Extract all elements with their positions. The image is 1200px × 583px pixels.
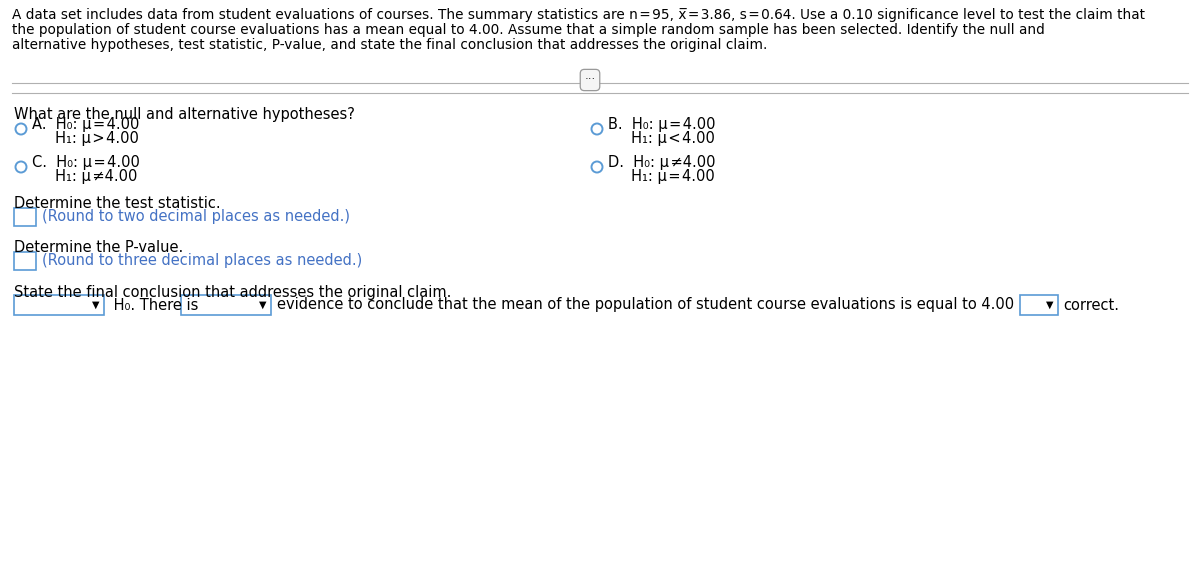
FancyBboxPatch shape	[14, 295, 104, 315]
Text: ▼: ▼	[1045, 300, 1054, 310]
Text: Determine the test statistic.: Determine the test statistic.	[14, 196, 221, 211]
FancyBboxPatch shape	[14, 208, 36, 226]
Text: State the final conclusion that addresses the original claim.: State the final conclusion that addresse…	[14, 285, 451, 300]
Text: ···: ···	[584, 73, 595, 86]
FancyBboxPatch shape	[1020, 295, 1058, 315]
Text: correct.: correct.	[1063, 297, 1120, 312]
Text: D.  H₀: μ ≠4.00: D. H₀: μ ≠4.00	[608, 154, 715, 170]
Text: alternative hypotheses, test statistic, P-value, and state the final conclusion : alternative hypotheses, test statistic, …	[12, 38, 767, 52]
Text: H₁: μ ≠4.00: H₁: μ ≠4.00	[32, 170, 137, 184]
Text: the population of student course evaluations has a mean equal to 4.00. Assume th: the population of student course evaluat…	[12, 23, 1045, 37]
Text: H₀. There is: H₀. There is	[109, 297, 198, 312]
Text: (Round to three decimal places as needed.): (Round to three decimal places as needed…	[42, 254, 362, 269]
Text: ▼: ▼	[91, 300, 98, 310]
Text: ▼: ▼	[258, 300, 266, 310]
Text: Determine the P-value.: Determine the P-value.	[14, 240, 184, 255]
Text: B.  H₀: μ = 4.00: B. H₀: μ = 4.00	[608, 117, 715, 132]
Text: A data set includes data from student evaluations of courses. The summary statis: A data set includes data from student ev…	[12, 8, 1145, 22]
FancyBboxPatch shape	[181, 295, 271, 315]
Text: H₁: μ < 4.00: H₁: μ < 4.00	[608, 132, 715, 146]
Text: What are the null and alternative hypotheses?: What are the null and alternative hypoth…	[14, 107, 355, 122]
Text: evidence to conclude that the mean of the population of student course evaluatio: evidence to conclude that the mean of th…	[277, 297, 1014, 312]
Text: H₁: μ = 4.00: H₁: μ = 4.00	[608, 170, 715, 184]
Text: H₁: μ > 4.00: H₁: μ > 4.00	[32, 132, 139, 146]
Text: C.  H₀: μ = 4.00: C. H₀: μ = 4.00	[32, 154, 140, 170]
Text: A.  H₀: μ = 4.00: A. H₀: μ = 4.00	[32, 117, 139, 132]
FancyBboxPatch shape	[14, 252, 36, 270]
Text: (Round to two decimal places as needed.): (Round to two decimal places as needed.)	[42, 209, 350, 224]
